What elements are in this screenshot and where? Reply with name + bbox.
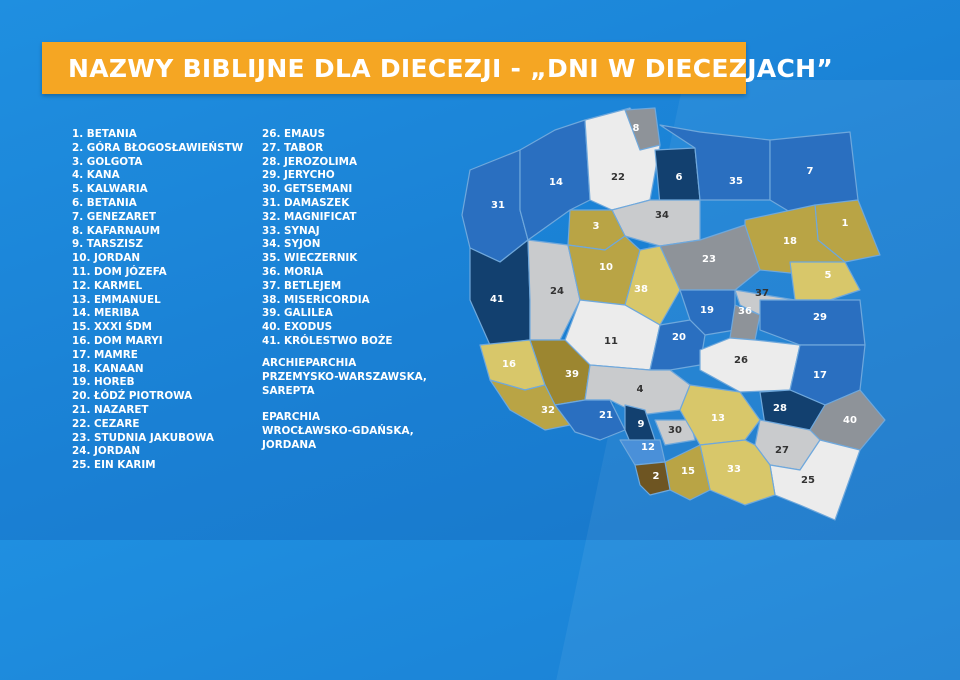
- list-item: 27. TABOR: [262, 141, 324, 154]
- diocese-list-column-1: 1. BETANIA 2. GÓRA BŁOGOSŁAWIEŃSTW 3. GOLG…: [72, 128, 243, 473]
- map-label-37: 37: [755, 288, 769, 299]
- list-item: 31. DAMASZEK: [262, 196, 350, 209]
- map-label-4: 4: [637, 384, 644, 395]
- list-item: 15. XXXI ŚDM: [72, 321, 152, 334]
- list-item: 41. KRÓLESTWO BOŻE: [262, 334, 393, 347]
- page-title: NAZWY BIBLIJNE DLA DIECEZJI - „DNI W DIE…: [68, 54, 834, 83]
- map-label-35: 35: [729, 176, 743, 187]
- list-item: 19. HOREB: [72, 376, 135, 389]
- map-label-12: 12: [641, 442, 655, 453]
- map-label-28: 28: [773, 403, 787, 414]
- list-item: 14. MERIBA: [72, 307, 140, 320]
- list-item: 5. KALWARIA: [72, 183, 148, 196]
- region-30: [654, 419, 696, 446]
- list-item: 34. SYJON: [262, 238, 321, 251]
- map-label-40: 40: [843, 415, 857, 426]
- list-item: 13. EMMANUEL: [72, 293, 161, 306]
- map-label-13: 13: [711, 413, 725, 424]
- list-item: 16. DOM MARYI: [72, 334, 163, 347]
- region-33: [699, 439, 776, 506]
- map-label-34: 34: [655, 210, 669, 221]
- list-item: 11. DOM JÓZEFA: [72, 265, 167, 278]
- list-item: 12. KARMEL: [72, 279, 143, 292]
- map-label-7: 7: [807, 166, 814, 177]
- list-item: 2. GÓRA BŁOGOSŁAWIEŃSTW: [72, 141, 244, 154]
- map-label-9: 9: [638, 419, 645, 430]
- map-label-21: 21: [599, 410, 613, 421]
- list-item: 1. BETANIA: [72, 128, 137, 140]
- list-item: 20. ŁÓDŹ PIOTROWA: [72, 390, 193, 403]
- map-label-24: 24: [550, 286, 564, 297]
- map-label-3: 3: [593, 221, 600, 232]
- list-item: 6. BETANIA: [72, 196, 137, 209]
- list-item: 23. STUDNIA JAKUBOWA: [72, 431, 214, 444]
- map-label-5: 5: [825, 270, 832, 281]
- map-label-23: 23: [702, 254, 716, 265]
- map-label-32: 32: [541, 405, 555, 416]
- list-item: 7. GENEZARET: [72, 210, 156, 223]
- list-item: 18. KANAAN: [72, 362, 144, 375]
- map-label-29: 29: [813, 312, 827, 323]
- list-item: 4. KANA: [72, 169, 120, 182]
- note-eparchia: EPARCHIA WROCŁAWSKO-GDAŃSKA, JORDANA: [262, 411, 414, 451]
- diocese-list-column-2: 26. EMAUS 27. TABOR 28. JEROZOLIMA 29. JERY…: [262, 128, 393, 349]
- list-item: 21. NAZARET: [72, 403, 149, 416]
- region-5: [789, 261, 861, 301]
- map-label-36: 36: [738, 306, 752, 317]
- map-label-33: 33: [727, 464, 741, 475]
- list-item: 37. BETLEJEM: [262, 279, 342, 292]
- map-label-20: 20: [672, 332, 686, 343]
- region-7: [769, 131, 859, 213]
- poland-dioceses-map: 1234567891011121314151617181920212223242…: [461, 107, 886, 521]
- list-item: 30. GETSEMANI: [262, 183, 353, 196]
- list-item: 36. MORIA: [262, 265, 324, 278]
- list-item: 40. EXODUS: [262, 321, 333, 334]
- region-2: [634, 461, 671, 496]
- map-label-16: 16: [502, 359, 516, 370]
- list-item: 17. MAMRE: [72, 348, 138, 361]
- list-item: 9. TARSZISZ: [72, 238, 144, 251]
- map-label-38: 38: [634, 284, 648, 295]
- list-item: 39. GALILEA: [262, 307, 333, 320]
- list-item: 33. SYNAJ: [262, 224, 320, 237]
- map-label-8: 8: [633, 123, 640, 134]
- region-14: [519, 119, 591, 241]
- list-item: 8. KAFARNAUM: [72, 224, 161, 237]
- map-label-2: 2: [653, 471, 660, 482]
- list-item: 24. JORDAN: [72, 445, 141, 458]
- map-label-11: 11: [604, 336, 618, 347]
- list-item: 28. JEROZOLIMA: [262, 155, 358, 168]
- map-label-15: 15: [681, 466, 695, 477]
- map-label-1: 1: [842, 218, 849, 229]
- map-label-18: 18: [783, 236, 797, 247]
- map-label-31: 31: [491, 200, 505, 211]
- title-bar: [42, 42, 746, 94]
- list-item: 38. MISERICORDIA: [262, 293, 370, 306]
- region-38: [624, 245, 681, 326]
- map-label-39: 39: [565, 369, 579, 380]
- map-label-14: 14: [549, 177, 563, 188]
- map-label-25: 25: [801, 475, 815, 486]
- region-21: [554, 399, 626, 441]
- map-label-10: 10: [599, 262, 613, 273]
- map-label-27: 27: [775, 445, 789, 456]
- list-item: 10. JORDAN: [72, 252, 141, 265]
- region-8: [624, 107, 661, 151]
- list-item: 3. GOLGOTA: [72, 155, 143, 168]
- map-label-17: 17: [813, 370, 827, 381]
- region-26: [699, 337, 801, 393]
- map-label-26: 26: [734, 355, 748, 366]
- map-label-22: 22: [611, 172, 625, 183]
- list-item: 26. EMAUS: [262, 128, 326, 140]
- list-item: 22. CEZARE: [72, 417, 140, 430]
- map-label-41: 41: [490, 294, 504, 305]
- list-item: 29. JERYCHO: [262, 169, 335, 182]
- map-label-6: 6: [676, 172, 683, 183]
- note-archieparchia: ARCHIEPARCHIA PRZEMYSKO-WARSZAWSKA, SARE…: [262, 357, 427, 397]
- map-label-19: 19: [700, 305, 714, 316]
- list-item: 35. WIECZERNIK: [262, 252, 358, 265]
- list-item: 32. MAGNIFICAT: [262, 210, 357, 223]
- map-label-30: 30: [668, 425, 682, 436]
- list-item: 25. EIN KARIM: [72, 459, 156, 472]
